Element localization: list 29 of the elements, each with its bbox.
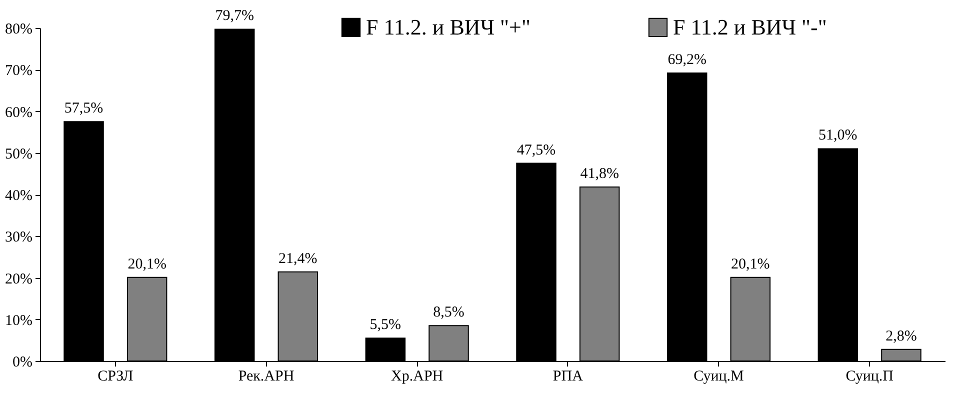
data-label: 5,5% — [370, 317, 402, 334]
y-tick-label: 10% — [5, 312, 32, 329]
data-label: 51,0% — [818, 128, 858, 144]
x-tick-label: СРЗЛ — [98, 368, 134, 384]
data-label: 41,8% — [580, 166, 619, 182]
y-tick-label: 60% — [5, 104, 32, 121]
legend-label: F 11.2. и ВИЧ "+" — [366, 14, 530, 40]
data-label: 21,4% — [278, 250, 318, 267]
y-tick-label: 0% — [12, 354, 32, 370]
data-label: 69,2% — [668, 52, 706, 68]
y-tick-label: 30% — [5, 230, 32, 246]
x-tick-label: Рек.АРН — [238, 368, 294, 384]
data-label: 47,5% — [516, 142, 556, 158]
y-tick-label: 80% — [5, 22, 32, 38]
x-tick-label: Хр.АРН — [391, 368, 444, 384]
y-tick-label: 40% — [5, 188, 32, 204]
y-tick-label: 50% — [5, 146, 32, 162]
y-tick-label: 70% — [5, 63, 32, 80]
data-label: 20,1% — [128, 256, 166, 272]
x-tick-label: РПА — [552, 368, 584, 384]
legend-label: F 11.2 и ВИЧ "-" — [673, 14, 827, 40]
x-tick-label: Суиц.М — [694, 368, 744, 384]
data-label: 79,7% — [215, 8, 254, 24]
y-tick-label: 20% — [5, 271, 32, 288]
x-tick-label: Суиц.П — [846, 368, 894, 384]
data-label: 2,8% — [886, 328, 917, 344]
data-label: 8,5% — [433, 304, 464, 321]
data-label: 20,1% — [731, 256, 770, 272]
data-label: 57,5% — [64, 100, 104, 117]
